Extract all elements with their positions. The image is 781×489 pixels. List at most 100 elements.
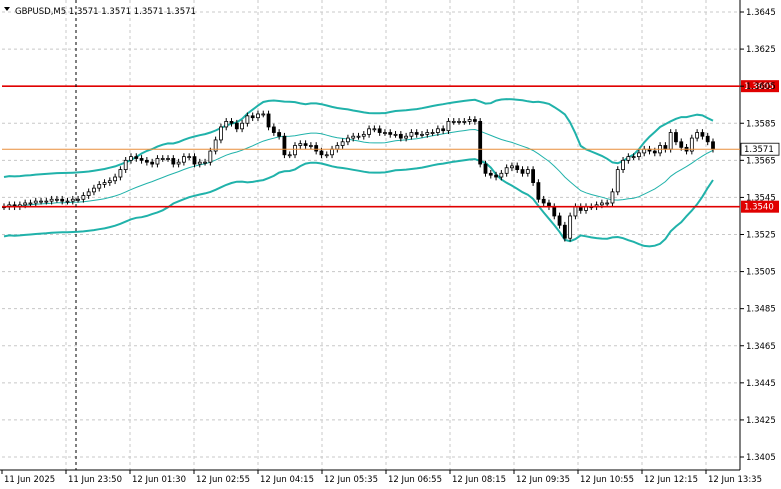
candle-body	[621, 159, 625, 171]
candle-body	[234, 122, 239, 130]
candle-body	[637, 152, 641, 158]
candle-body	[430, 132, 435, 134]
candle-body	[467, 119, 472, 122]
y-axis-ticks: 1.36451.36251.36051.35851.35651.35451.35…	[740, 8, 776, 463]
candle-body	[208, 150, 213, 163]
candle-body	[102, 182, 107, 185]
candle-body	[398, 133, 403, 139]
candle-body	[674, 132, 678, 143]
candle-body	[351, 135, 356, 139]
candle-body	[552, 206, 557, 217]
candle-body	[568, 215, 573, 239]
candle-body	[287, 154, 292, 157]
candle-body	[689, 137, 694, 152]
candle-body	[330, 148, 334, 156]
candle-body	[536, 182, 541, 200]
candle-body	[525, 169, 530, 174]
candle-body	[705, 135, 710, 143]
x-tick-label: 12 Jun 09:35	[516, 475, 570, 485]
candle-body	[404, 135, 409, 139]
candle-body	[319, 150, 324, 156]
candle-body	[515, 165, 520, 171]
candle-body	[197, 161, 202, 165]
symbol-title: GBPUSD,M5 1.3571 1.3571 1.3571 1.3571	[15, 7, 196, 17]
y-tick-label: 1.3445	[746, 379, 776, 389]
y-tick-label: 1.3425	[746, 416, 776, 426]
y-tick-label: 1.3485	[746, 305, 776, 315]
candle-body	[483, 163, 488, 174]
candle-body	[324, 154, 329, 157]
candle-body	[599, 202, 604, 206]
candle-body	[282, 135, 287, 156]
candle-body	[356, 135, 361, 138]
y-tick-label: 1.3585	[746, 119, 776, 129]
level-price-label: 1.3605	[744, 82, 774, 92]
candle-body	[97, 184, 102, 189]
candle-body	[213, 139, 218, 152]
candle-body	[478, 120, 483, 165]
candle-body	[123, 159, 128, 171]
candle-body	[377, 128, 382, 133]
x-tick-label: 11 Jun 2025	[4, 475, 55, 485]
candle-body	[420, 133, 424, 136]
candle-body	[441, 128, 446, 132]
candle-body	[504, 167, 509, 174]
candle-body	[55, 198, 59, 201]
candle-body	[118, 169, 123, 178]
candle-body	[271, 126, 276, 133]
candle-body	[229, 120, 234, 124]
candle-body	[451, 120, 456, 123]
candle-body	[224, 120, 229, 128]
candle-body	[277, 132, 282, 137]
candle-body	[60, 198, 65, 202]
candle-body	[171, 158, 176, 165]
candle-body	[372, 128, 377, 131]
candle-body	[335, 145, 340, 150]
candles	[2, 110, 715, 242]
candle-body	[340, 141, 345, 146]
level-price-tag	[741, 200, 779, 213]
y-tick-label: 1.3525	[746, 231, 776, 241]
x-tick-label: 12 Jun 08:15	[452, 475, 506, 485]
x-tick-label: 11 Jun 23:50	[68, 475, 122, 485]
x-tick-label: 12 Jun 10:55	[580, 475, 634, 485]
candle-body	[679, 141, 684, 148]
x-tick-label: 12 Jun 05:35	[324, 475, 378, 485]
candle-body	[166, 158, 170, 160]
candle-body	[39, 200, 43, 203]
candle-body	[626, 156, 631, 161]
candle-body	[557, 215, 562, 226]
x-axis-ticks: 11 Jun 2025 11 Jun 23:50 12 Jun 01:30 12 Ju…	[1, 470, 762, 485]
candle-body	[695, 132, 700, 139]
candle-body	[711, 141, 715, 150]
x-tick-label: 12 Jun 04:15	[260, 475, 314, 485]
candle-body	[176, 161, 181, 165]
candle-body	[76, 198, 80, 201]
candle-body	[605, 202, 610, 205]
candle-body	[520, 169, 525, 174]
y-tick-label: 1.3405	[746, 453, 776, 463]
candle-body	[457, 120, 461, 123]
candle-body	[494, 174, 498, 178]
candle-body	[388, 132, 393, 135]
x-tick-label: 12 Jun 13:35	[708, 475, 762, 485]
candle-body	[187, 156, 192, 159]
candle-body	[134, 156, 139, 159]
candle-body	[652, 150, 657, 154]
candle-body	[256, 113, 260, 119]
candle-body	[668, 132, 673, 150]
candle-body	[293, 145, 297, 156]
candle-body	[160, 158, 165, 160]
candle-body	[92, 187, 96, 193]
current-price-tag	[740, 142, 780, 156]
candle-body	[425, 132, 430, 135]
x-tick-label: 12 Jun 12:15	[644, 475, 698, 485]
y-tick-label: 1.3625	[746, 45, 776, 55]
candle-body	[562, 224, 567, 239]
candle-body	[367, 128, 371, 135]
candle-body	[663, 145, 668, 150]
candle-body	[70, 198, 75, 202]
candle-body	[261, 113, 266, 116]
candle-body	[573, 206, 578, 217]
